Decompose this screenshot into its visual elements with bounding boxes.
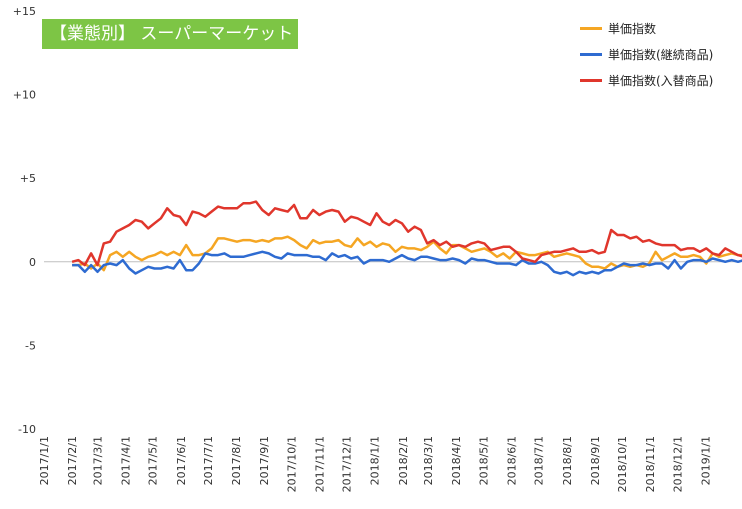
- y-axis-tick-labels: +15 +10 +5 0 -5 -10: [13, 5, 36, 436]
- x-tick-label: 2018/2/1: [397, 436, 410, 485]
- legend-swatch-blue: [580, 52, 602, 56]
- x-tick-label: 2017/3/1: [91, 436, 104, 485]
- legend-label-continuing: 単価指数(継続商品): [608, 47, 714, 62]
- series-line-0: [72, 235, 742, 272]
- x-tick-label: 2018/9/1: [589, 436, 602, 485]
- x-tick-label: 2017/2/1: [66, 436, 79, 485]
- x-tick-label: 2017/6/1: [175, 436, 188, 485]
- y-tick-label: +10: [13, 89, 36, 102]
- x-tick-label: 2018/11/1: [644, 436, 657, 492]
- y-tick-label: -5: [25, 339, 36, 352]
- x-tick-label: 2018/12/1: [671, 436, 684, 492]
- legend: 単価指数 単価指数(継続商品) 単価指数(入替商品): [574, 13, 740, 95]
- legend-label-replacement: 単価指数(入替商品): [608, 73, 714, 88]
- legend-swatch-red: [580, 78, 602, 82]
- legend-label-unit-price: 単価指数: [608, 21, 657, 36]
- x-tick-label: 2018/10/1: [616, 436, 629, 492]
- x-tick-label: 2017/8/1: [230, 436, 243, 485]
- x-tick-label: 2017/1/1: [38, 436, 51, 485]
- x-tick-label: 2018/3/1: [422, 436, 435, 485]
- legend-item-continuing: 単価指数(継続商品): [580, 45, 713, 63]
- x-tick-label: 2017/5/1: [147, 436, 160, 485]
- series-line-1: [72, 250, 742, 277]
- x-axis-tick-labels: 2017/1/1 2017/2/1 2017/3/1 2017/4/1 2017/5/1…: [38, 436, 712, 492]
- legend-item-replacement: 単価指数(入替商品): [580, 71, 713, 89]
- x-tick-label: 2017/4/1: [120, 436, 133, 485]
- x-tick-label: 2017/11/1: [313, 436, 326, 492]
- x-tick-label: 2017/9/1: [258, 436, 271, 485]
- x-tick-label: 2018/6/1: [505, 436, 518, 485]
- y-tick-label: +5: [20, 172, 36, 185]
- x-tick-label: 2017/7/1: [202, 436, 215, 485]
- y-tick-label: -10: [18, 423, 36, 436]
- x-tick-label: 2019/1/1: [699, 436, 712, 485]
- y-tick-label: +15: [13, 5, 36, 18]
- y-tick-label: 0: [29, 256, 36, 269]
- x-tick-label: 2018/7/1: [533, 436, 546, 485]
- legend-swatch-orange: [580, 26, 602, 30]
- chart-title: 【業態別】 スーパーマーケット: [42, 19, 298, 49]
- x-tick-label: 2017/10/1: [285, 436, 298, 492]
- x-tick-label: 2018/5/1: [477, 436, 490, 485]
- x-tick-label: 2018/4/1: [450, 436, 463, 485]
- x-tick-label: 2017/12/1: [341, 436, 354, 492]
- series-layer: [71, 200, 742, 277]
- legend-item-unit-price: 単価指数: [580, 19, 656, 37]
- series-line-2: [71, 200, 742, 267]
- x-tick-label: 2018/8/1: [561, 436, 574, 485]
- x-tick-label: 2018/1/1: [369, 436, 382, 485]
